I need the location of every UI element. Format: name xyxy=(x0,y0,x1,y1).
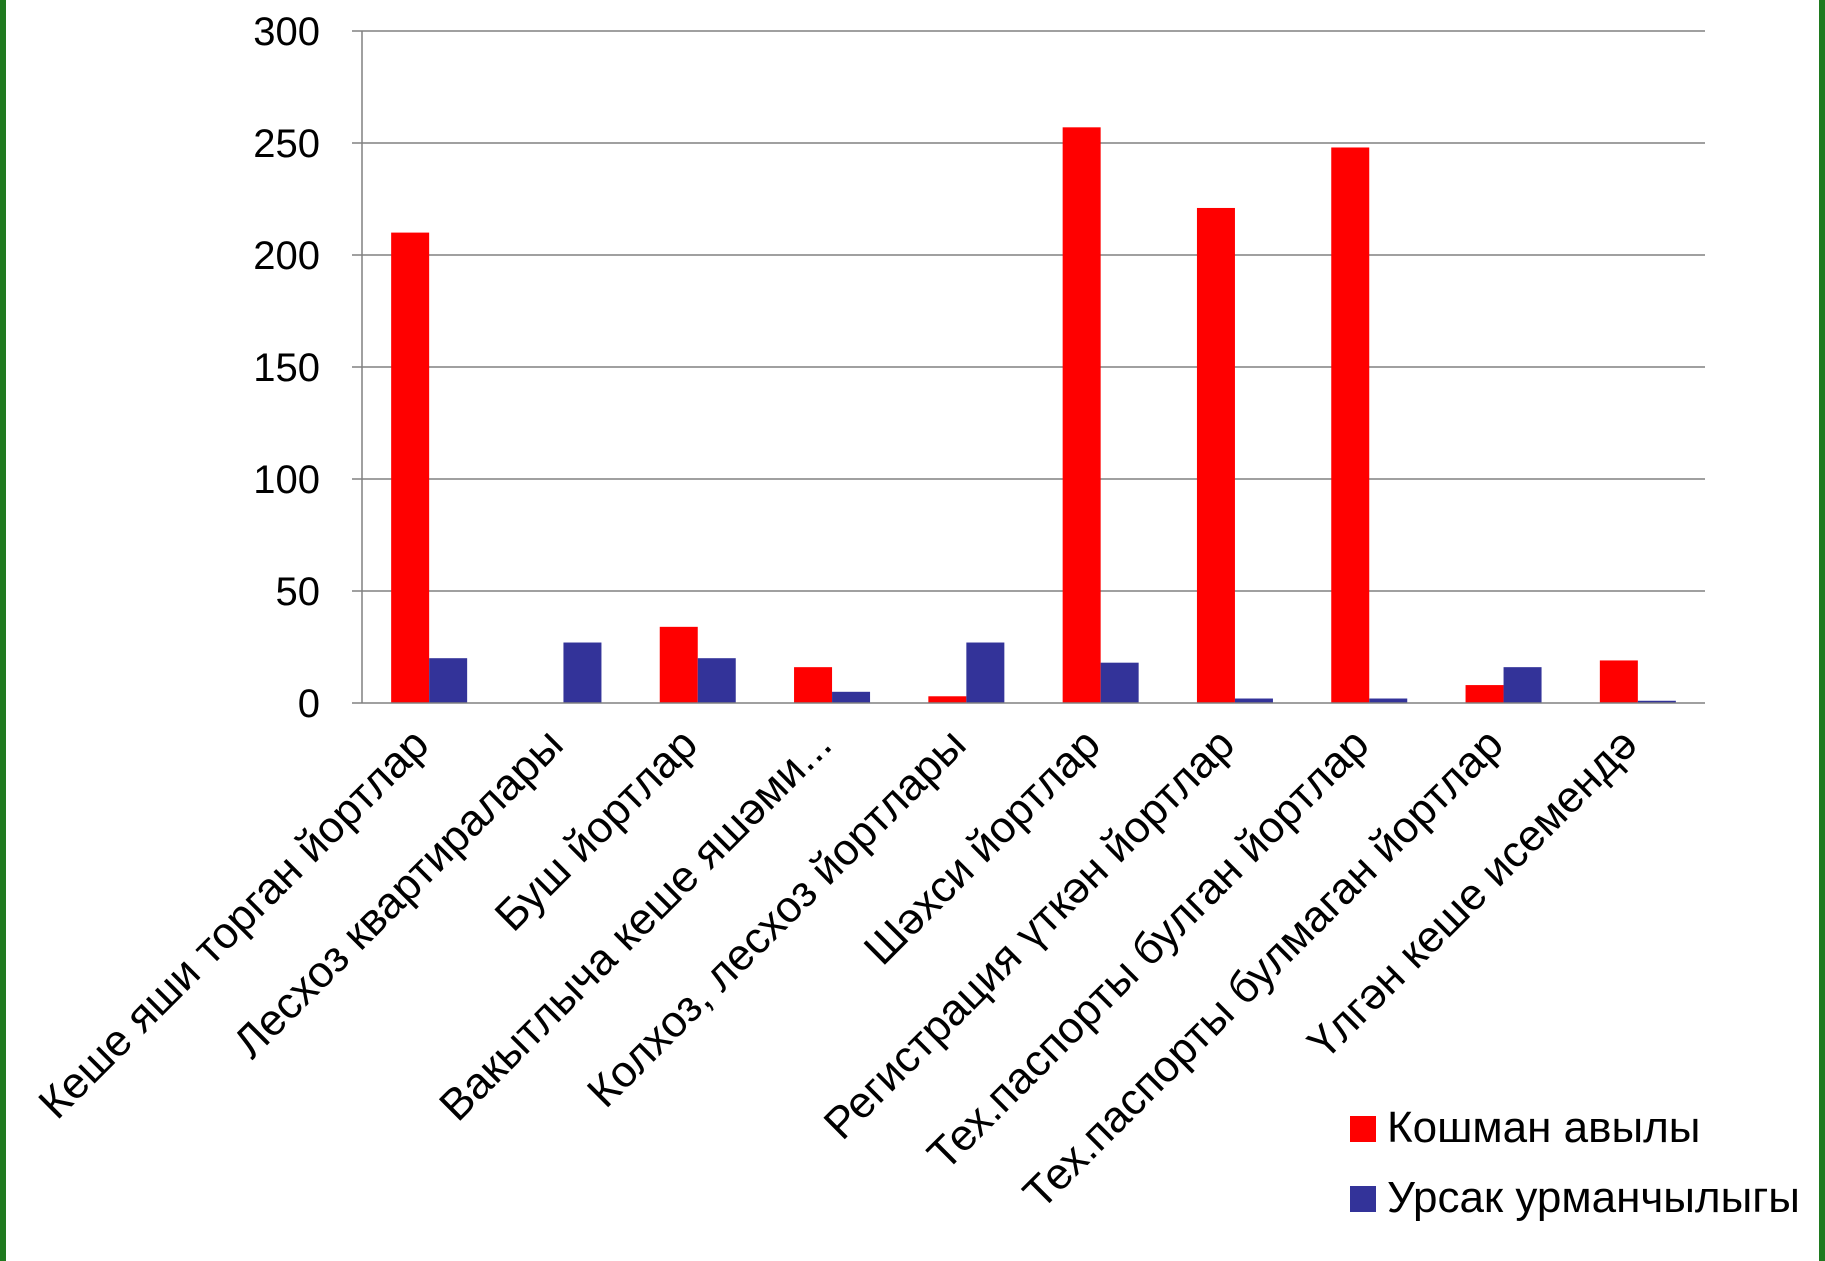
y-tick-label: 0 xyxy=(298,682,320,726)
bar-series-2 xyxy=(1503,667,1542,703)
y-tick-label: 250 xyxy=(253,122,320,166)
bar-series-2 xyxy=(1637,700,1676,703)
bars xyxy=(391,127,1676,704)
bar-series-1 xyxy=(1465,685,1504,703)
bar-series-2 xyxy=(1369,698,1408,703)
axes xyxy=(361,31,1705,704)
bar-series-2 xyxy=(1100,662,1139,703)
legend-swatch xyxy=(1350,1116,1376,1142)
bar-series-2 xyxy=(1234,698,1273,703)
y-tick-label: 200 xyxy=(253,234,320,278)
bar-series-1 xyxy=(1196,207,1235,703)
bar-series-1 xyxy=(1599,660,1638,703)
bar-series-2 xyxy=(697,658,736,703)
legend-label: Кошман авылы xyxy=(1387,1103,1700,1152)
legend: Кошман авылы Урсак урманчылыгы xyxy=(1350,1103,1800,1222)
bar-series-2 xyxy=(429,658,468,703)
x-category-label: Шәхси йортлар xyxy=(855,719,1110,974)
y-tick-label: 50 xyxy=(276,570,321,614)
bar-series-1 xyxy=(794,667,833,703)
legend-label: Урсак урманчылыгы xyxy=(1387,1173,1800,1222)
legend-swatch xyxy=(1350,1186,1376,1212)
y-tick-label: 150 xyxy=(253,346,320,390)
y-tick-labels: 0 50 100 150 200 250 300 xyxy=(253,10,320,726)
bar-series-1 xyxy=(391,232,430,703)
bar-series-1 xyxy=(928,696,967,703)
bar-series-2 xyxy=(563,642,602,703)
bar-series-1 xyxy=(1062,127,1101,703)
bar-series-2 xyxy=(832,691,871,703)
y-tick-label: 100 xyxy=(253,458,320,502)
frame-right-border xyxy=(1819,0,1825,1261)
bar-series-2 xyxy=(966,642,1005,703)
gridlines xyxy=(352,30,1705,704)
frame-left-border xyxy=(0,0,6,1261)
y-tick-label: 300 xyxy=(253,10,320,54)
bar-series-1 xyxy=(1331,147,1370,704)
bar-series-1 xyxy=(659,626,698,703)
